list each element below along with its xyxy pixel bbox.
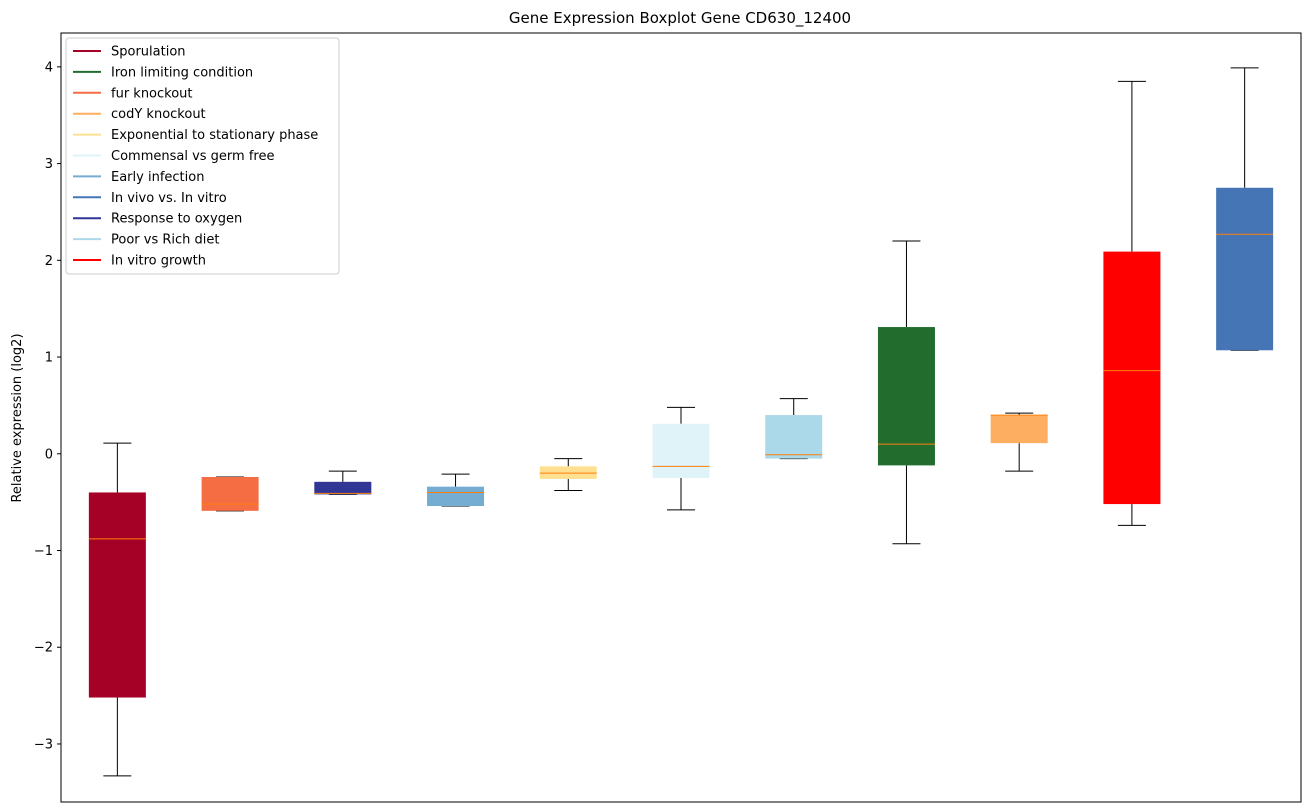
boxes-layer bbox=[88, 67, 1274, 777]
iqr-box bbox=[88, 492, 146, 698]
y-tick-label: 4 bbox=[45, 60, 53, 75]
legend-item: Response to oxygen bbox=[73, 212, 242, 227]
legend-label: In vitro growth bbox=[111, 254, 206, 269]
iqr-box bbox=[1103, 251, 1161, 505]
box-sporulation bbox=[88, 442, 146, 777]
legend-item: Early infection bbox=[73, 170, 204, 185]
legend-label: Sporulation bbox=[111, 45, 186, 60]
chart-title: Gene Expression Boxplot Gene CD630_12400 bbox=[509, 9, 851, 28]
legend-item: Commensal vs germ free bbox=[73, 149, 274, 164]
y-tick-label: 2 bbox=[45, 254, 53, 269]
plot-frame bbox=[60, 32, 1302, 803]
y-tick-label: −1 bbox=[34, 544, 53, 559]
legend-label: In vivo vs. In vitro bbox=[111, 191, 227, 206]
box-cody-knockout bbox=[990, 412, 1048, 472]
legend-item: fur knockout bbox=[73, 86, 193, 101]
legend-item: Iron limiting condition bbox=[73, 65, 253, 80]
y-tick-label: −2 bbox=[34, 641, 53, 656]
iqr-box bbox=[652, 423, 710, 478]
legend-item: In vivo vs. In vitro bbox=[73, 191, 227, 206]
box-commensal-vs-germ-free bbox=[652, 406, 710, 511]
legend-item: codY knockout bbox=[73, 107, 206, 122]
y-axis: −3 −2 −1 0 1 2 3 4 bbox=[34, 60, 61, 752]
legend-item: Exponential to stationary phase bbox=[73, 128, 318, 143]
box-exponential-to-stationary-phase bbox=[539, 458, 597, 492]
y-tick-label: 3 bbox=[45, 157, 53, 172]
box-fur-knockout bbox=[201, 476, 259, 512]
y-tick-label: −3 bbox=[34, 737, 53, 752]
legend-label: Early infection bbox=[111, 170, 204, 185]
legend-label: Exponential to stationary phase bbox=[111, 128, 318, 143]
legend-label: Poor vs Rich diet bbox=[111, 233, 219, 248]
legend-item: Sporulation bbox=[73, 45, 186, 60]
legend-label: Commensal vs germ free bbox=[111, 149, 274, 164]
y-axis-label: Relative expression (log2) bbox=[10, 333, 25, 502]
legend-frame bbox=[65, 37, 340, 275]
legend-label: Iron limiting condition bbox=[111, 65, 253, 80]
iqr-box bbox=[201, 476, 259, 511]
iqr-box bbox=[877, 327, 935, 466]
legend-label: fur knockout bbox=[111, 86, 193, 101]
iqr-box bbox=[1216, 187, 1274, 351]
legend: Sporulation Iron limiting condition fur kn… bbox=[65, 37, 340, 275]
legend-item: In vitro growth bbox=[73, 254, 206, 269]
y-tick-label: 0 bbox=[45, 447, 53, 462]
box-in-vivo-vs-in-vitro bbox=[1216, 67, 1274, 351]
box-poor-vs-rich-diet bbox=[765, 398, 823, 460]
box-iron-limiting-condition bbox=[877, 240, 935, 545]
legend-label: codY knockout bbox=[111, 107, 206, 122]
box-in-vitro-growth bbox=[1103, 80, 1161, 526]
legend-item: Poor vs Rich diet bbox=[73, 233, 219, 248]
iqr-box bbox=[990, 415, 1048, 444]
legend-label: Response to oxygen bbox=[111, 212, 242, 227]
iqr-box bbox=[314, 481, 372, 495]
y-tick-label: 1 bbox=[45, 351, 53, 366]
iqr-box bbox=[427, 486, 485, 507]
box-early-infection bbox=[427, 473, 485, 507]
box-response-to-oxygen bbox=[314, 470, 372, 495]
iqr-box bbox=[765, 415, 823, 459]
